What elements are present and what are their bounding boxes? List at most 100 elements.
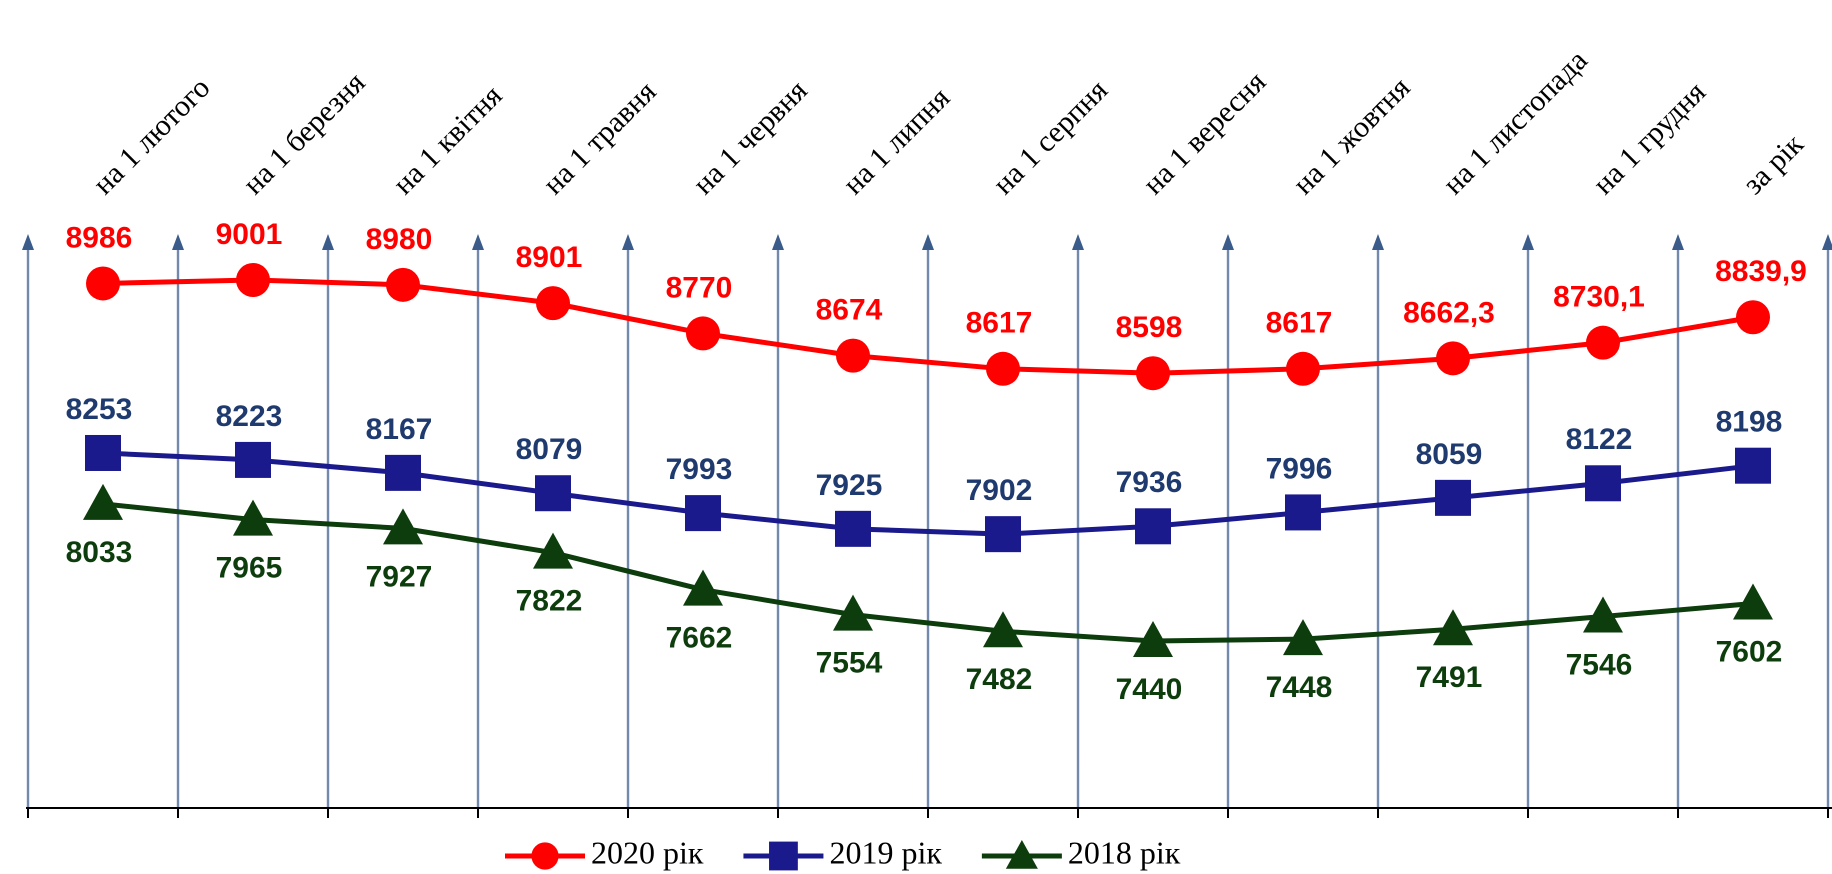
- data-label: 7448: [1266, 671, 1333, 704]
- legend-marker: [531, 842, 559, 870]
- arrow-head: [1222, 234, 1234, 250]
- data-label: 8617: [1266, 307, 1333, 340]
- data-point: [385, 454, 421, 491]
- arrow-head: [772, 234, 784, 250]
- arrow-head: [322, 234, 334, 250]
- x-tick-label: на 1 грудня: [1587, 75, 1713, 201]
- legend-item: 2020 рік: [505, 834, 704, 870]
- x-tick-label: на 1 лютого: [87, 71, 217, 201]
- x-tick-label: на 1 червня: [687, 74, 814, 201]
- data-label: 8730,1: [1553, 281, 1645, 314]
- divider-arrow: [1376, 246, 1380, 808]
- data-point: [836, 338, 870, 373]
- data-label: 8674: [816, 294, 883, 327]
- x-tick-label: на 1 жовтня: [1287, 71, 1417, 201]
- data-point: [833, 594, 873, 631]
- data-label: 8167: [366, 413, 433, 446]
- data-point: [1136, 356, 1170, 391]
- data-point: [1583, 596, 1623, 633]
- divider-arrow: [26, 246, 30, 808]
- data-label: 8598: [1116, 311, 1183, 344]
- arrow-head: [1072, 234, 1084, 250]
- legend-label: 2019 рік: [829, 834, 942, 870]
- arrow-head: [172, 234, 184, 250]
- data-point: [1435, 479, 1471, 516]
- data-label: 7491: [1416, 661, 1483, 694]
- data-point: [1283, 619, 1323, 656]
- data-label: 8662,3: [1403, 296, 1495, 329]
- legend-marker: [769, 841, 798, 871]
- divider-arrow: [1826, 246, 1830, 808]
- data-point: [986, 351, 1020, 386]
- data-label: 7546: [1566, 648, 1633, 681]
- data-point: [83, 483, 123, 520]
- x-tick-label: за рік: [1737, 127, 1811, 201]
- legend-label: 2020 рік: [591, 834, 704, 870]
- data-label: 8033: [66, 536, 133, 569]
- x-tick-label: на 1 листопада: [1437, 44, 1594, 201]
- legend-marker: [1005, 840, 1038, 869]
- x-tick-label: на 1 серпня: [987, 73, 1115, 201]
- x-tick-label: на 1 травня: [537, 75, 663, 201]
- data-label: 7662: [666, 622, 733, 655]
- arrow-head: [1672, 234, 1684, 250]
- data-point: [1133, 621, 1173, 657]
- data-point: [1436, 341, 1470, 376]
- series-line: [102, 450, 1754, 537]
- x-tick-label: на 1 вересня: [1137, 65, 1273, 201]
- data-label: 7554: [816, 647, 883, 680]
- data-label: 7902: [966, 474, 1033, 507]
- data-label: 7996: [1266, 452, 1333, 485]
- arrow-head: [22, 234, 34, 250]
- legend-label: 2018 рік: [1068, 834, 1181, 870]
- data-label: 7482: [966, 663, 1033, 696]
- divider-arrow: [926, 246, 930, 808]
- arrow-head: [1522, 234, 1534, 250]
- data-point: [983, 611, 1023, 648]
- data-label: 8079: [516, 433, 583, 466]
- data-label: 7965: [216, 552, 283, 585]
- data-point: [1586, 325, 1620, 360]
- data-label: 8223: [216, 400, 283, 433]
- x-tick-label: на 1 квітня: [387, 79, 509, 201]
- data-label: 7936: [1116, 466, 1183, 499]
- divider-arrow: [176, 246, 180, 808]
- data-point: [85, 434, 121, 471]
- arrow-head: [1372, 234, 1384, 250]
- data-label: 7822: [516, 585, 583, 618]
- data-label: 8253: [66, 393, 133, 426]
- data-label: 9001: [216, 218, 283, 251]
- data-point: [683, 569, 723, 606]
- arrow-head: [472, 234, 484, 250]
- data-point: [1433, 609, 1473, 646]
- series-line: [102, 277, 1754, 376]
- data-point: [86, 266, 120, 301]
- data-point: [685, 495, 721, 532]
- data-point: [835, 510, 871, 547]
- data-label: 8122: [1566, 423, 1633, 456]
- series: 8253 8223 8167 8079 7993 7925 7902 7936 7996 8059…: [66, 393, 1783, 553]
- data-point: [383, 508, 423, 545]
- data-point: [236, 263, 270, 297]
- data-label: 8980: [366, 223, 433, 256]
- arrow-head: [622, 234, 634, 250]
- divider-arrow: [776, 246, 780, 808]
- data-label: 8617: [966, 307, 1033, 340]
- x-tick-label: на 1 березня: [237, 66, 372, 201]
- divider-arrow: [1526, 246, 1530, 808]
- divider-arrow: [1076, 246, 1080, 808]
- data-label: 8198: [1716, 406, 1783, 439]
- data-label: 7440: [1116, 673, 1183, 706]
- data-label: 8839,9: [1715, 255, 1807, 288]
- series: 8986 9001 8980 8901 8770 8674 8617 8598 8617 8662…: [66, 218, 1807, 391]
- data-label: 7927: [366, 560, 433, 593]
- divider-arrow: [326, 246, 330, 808]
- divider-arrow: [1226, 246, 1230, 808]
- x-tick-label: на 1 липня: [837, 81, 957, 201]
- data-point: [1135, 508, 1171, 545]
- data-point: [535, 475, 571, 512]
- divider-arrow: [626, 246, 630, 808]
- data-label: 8770: [666, 271, 733, 304]
- legend-item: 2018 рік: [981, 834, 1181, 870]
